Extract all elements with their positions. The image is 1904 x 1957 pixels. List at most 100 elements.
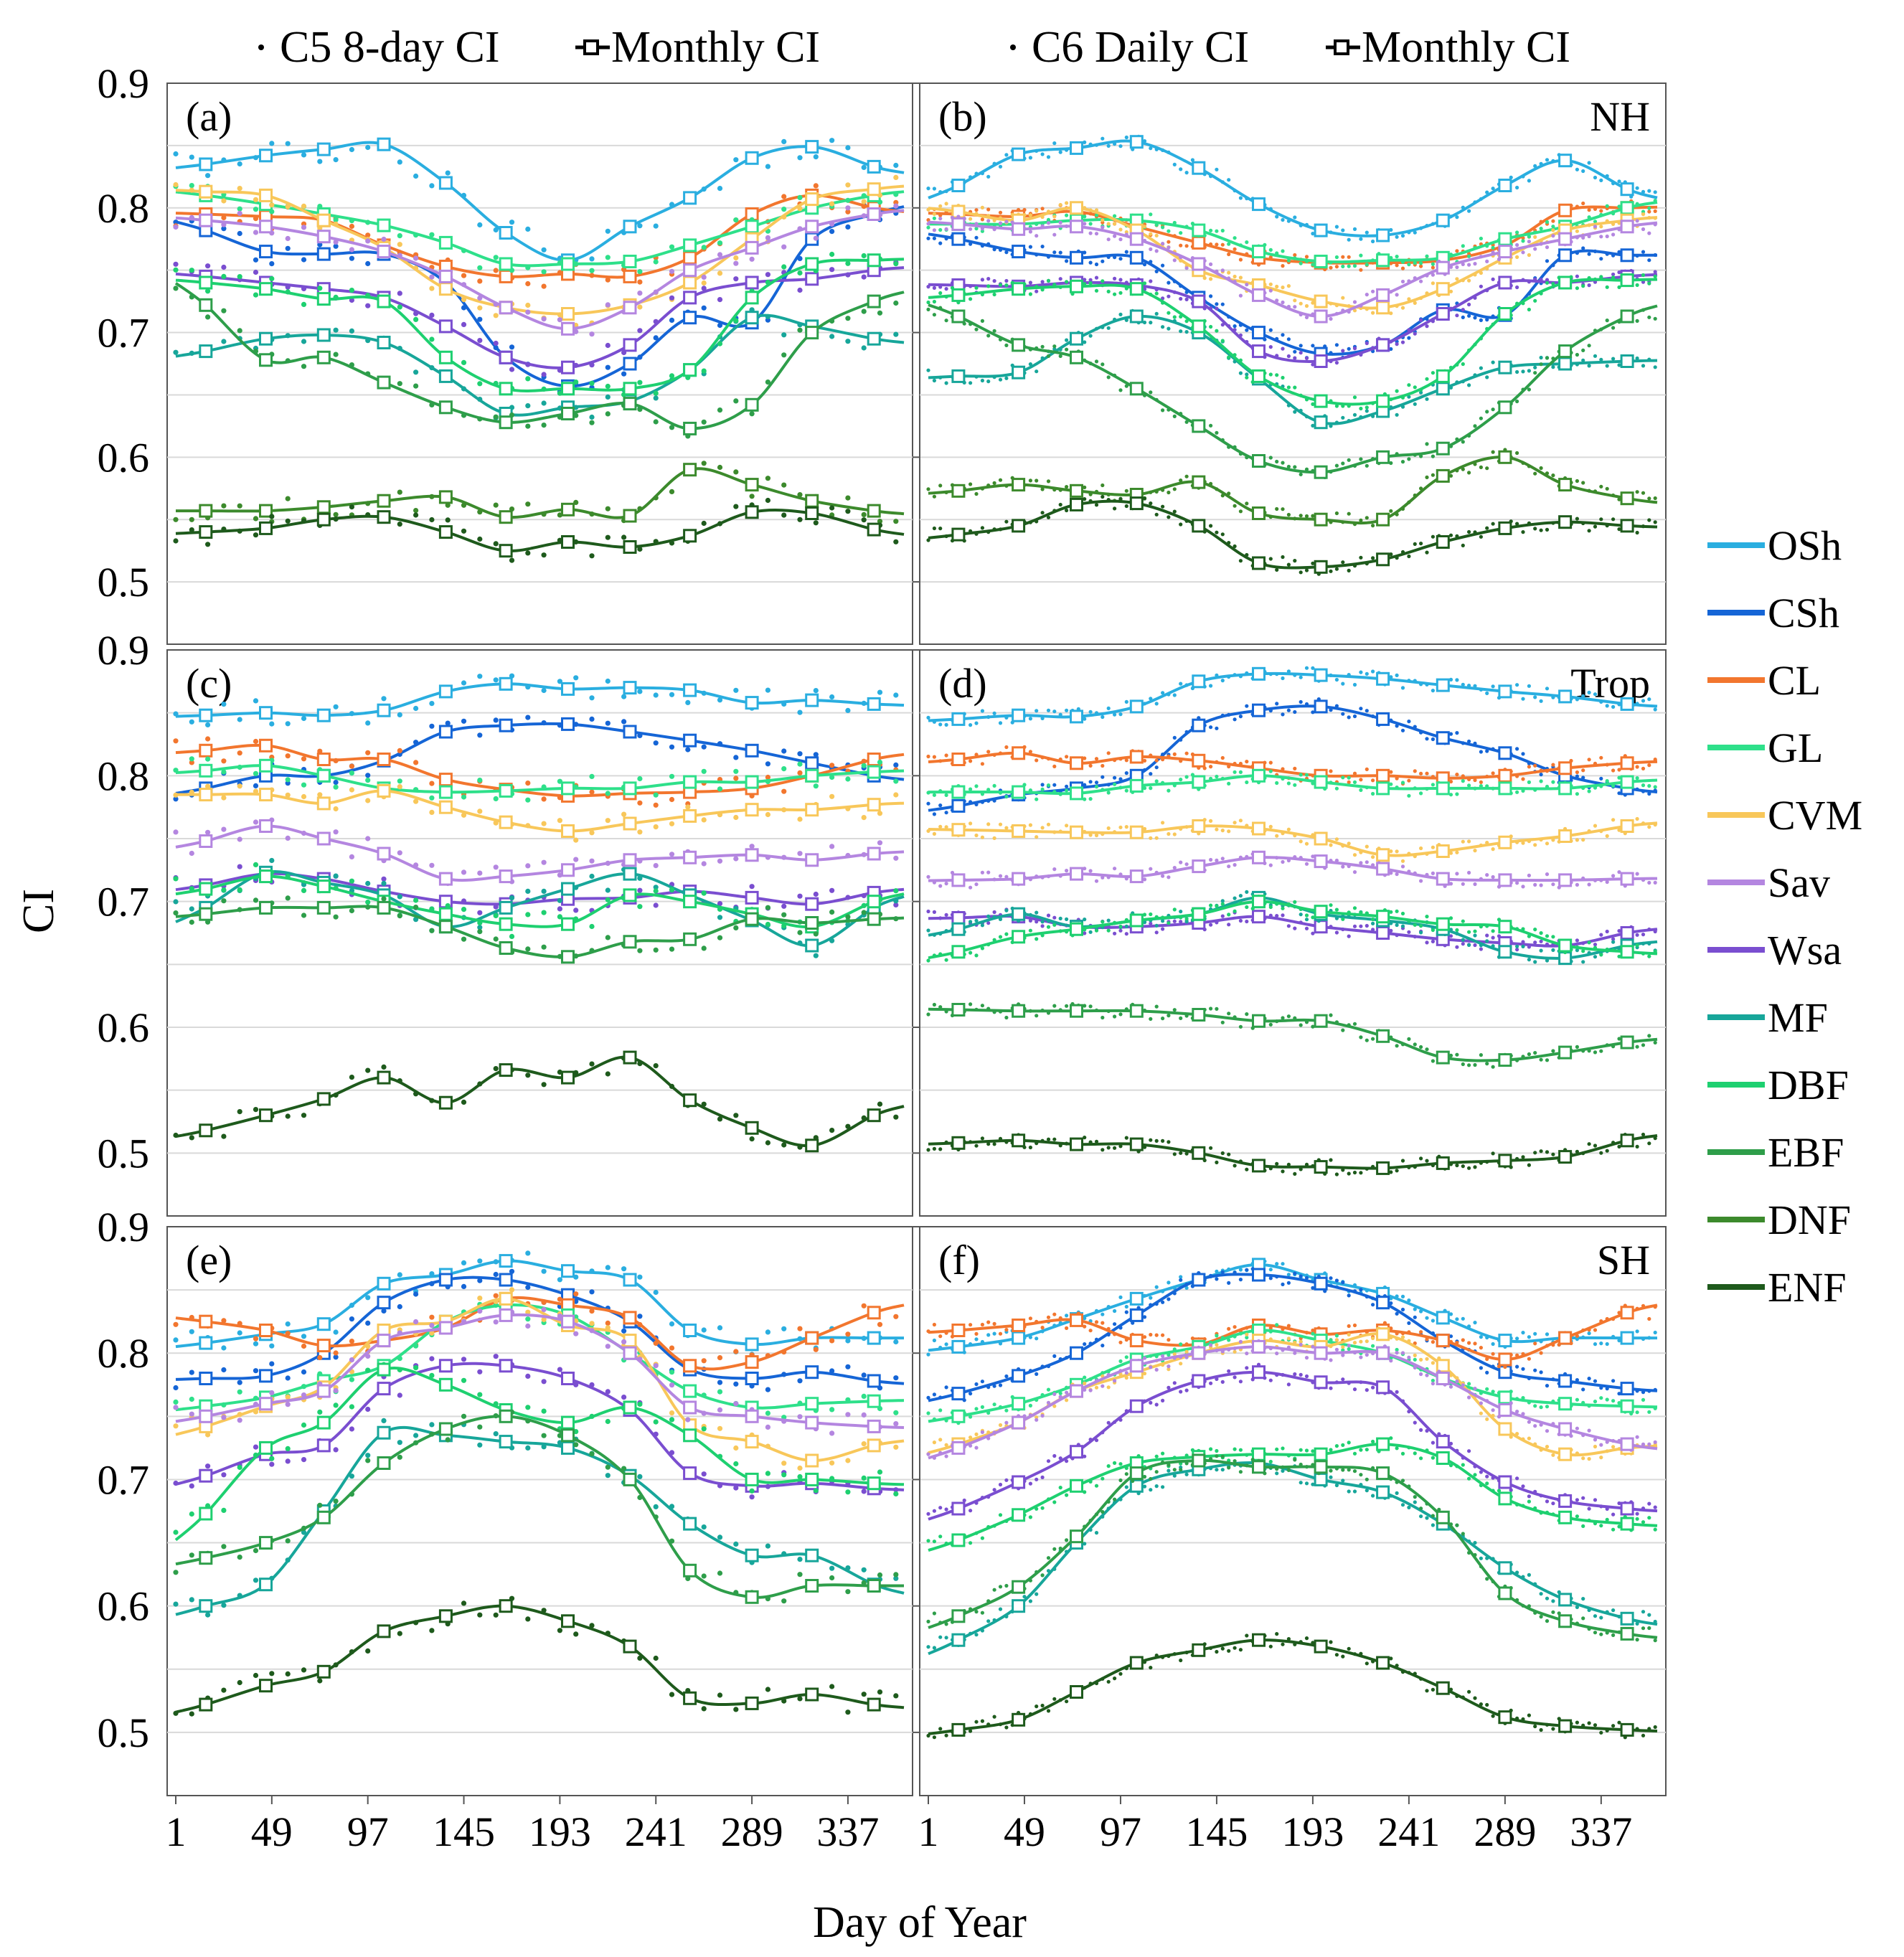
- data-point-Sav: [605, 302, 611, 308]
- data-point-CSh: [509, 344, 515, 350]
- data-point-DBF: [1425, 377, 1429, 381]
- data-point-GL: [701, 768, 707, 774]
- data-point-CVM: [861, 815, 867, 821]
- data-point-CL: [429, 1314, 435, 1320]
- data-point-GL: [653, 792, 659, 798]
- data-point-CVM: [1124, 825, 1128, 829]
- data-point-CL: [637, 800, 643, 806]
- data-point-Wsa: [493, 340, 499, 346]
- data-point-CVM: [1341, 296, 1345, 300]
- data-point-OSh: [621, 1266, 627, 1272]
- monthly-marker-Sav: [745, 1409, 759, 1423]
- data-point-CSh: [845, 224, 851, 230]
- data-point-DBF: [1407, 383, 1411, 387]
- data-point-OSh: [317, 159, 323, 164]
- data-point-DBF: [893, 888, 899, 894]
- data-point-Wsa: [1275, 914, 1279, 918]
- data-point-CSh: [813, 752, 819, 758]
- data-point-DNF: [1467, 471, 1471, 475]
- data-point-GL: [701, 245, 707, 250]
- data-point-ENF: [1485, 526, 1489, 530]
- data-point-Wsa: [365, 1406, 371, 1413]
- data-point-CVM: [557, 818, 563, 824]
- data-point-Wsa: [1046, 913, 1051, 918]
- data-point-Wsa: [349, 1426, 354, 1432]
- data-point-OSh: [1028, 717, 1032, 721]
- data-point-MF: [1473, 933, 1477, 938]
- data-point-MF: [1533, 365, 1537, 369]
- monthly-marker-DBF: [1558, 275, 1573, 290]
- data-point-MF: [1238, 894, 1243, 898]
- data-point-ENF: [1154, 1138, 1159, 1143]
- data-point-ENF: [1635, 1144, 1639, 1149]
- data-point-OSh: [1065, 708, 1069, 712]
- data-point-ENF: [1101, 1148, 1105, 1152]
- data-point-OSh: [1293, 215, 1297, 220]
- monthly-marker-DBF: [259, 869, 273, 884]
- data-point-CVM: [1413, 301, 1417, 305]
- data-point-Wsa: [1161, 927, 1165, 931]
- data-point-DBF: [173, 267, 179, 273]
- monthly-marker-EBF: [1070, 350, 1083, 364]
- data-point-CSh: [797, 1378, 803, 1384]
- data-point-Sav: [429, 1323, 435, 1329]
- data-point-CVM: [253, 788, 259, 794]
- data-point-MF: [1161, 325, 1165, 329]
- data-point-EBF: [1209, 423, 1213, 428]
- monthly-marker-OSh: [683, 1324, 697, 1337]
- data-point-DNF: [1539, 466, 1543, 471]
- data-point-Wsa: [461, 321, 467, 327]
- data-point-CVM: [980, 205, 984, 209]
- data-point-ENF: [781, 1142, 787, 1148]
- data-point-CVM: [1004, 826, 1009, 830]
- data-point-GL: [1551, 780, 1555, 784]
- data-point-CSh: [605, 364, 611, 370]
- data-point-EBF: [1172, 1008, 1177, 1012]
- data-point-CSh: [301, 1369, 307, 1375]
- monthly-marker-CL: [316, 1339, 331, 1353]
- data-point-CVM: [669, 821, 675, 826]
- data-point-ENF: [1113, 506, 1117, 511]
- data-point-Wsa: [992, 279, 996, 283]
- data-point-Sav: [1311, 854, 1315, 859]
- data-point-DBF: [926, 300, 930, 305]
- data-point-CVM: [605, 818, 611, 824]
- monthly-marker-ENF: [1129, 1137, 1144, 1151]
- data-point-CL: [1581, 201, 1585, 206]
- data-point-DBF: [1065, 280, 1069, 284]
- data-point-CL: [1587, 208, 1591, 212]
- data-point-CVM: [1593, 824, 1598, 828]
- monthly-marker-EBF: [438, 920, 453, 934]
- data-point-DNF: [1431, 473, 1435, 477]
- data-point-CSh: [1359, 707, 1363, 711]
- data-point-OSh: [1184, 171, 1189, 175]
- data-point-Sav: [1647, 231, 1651, 235]
- monthly-marker-Wsa: [316, 1438, 331, 1453]
- data-point-DBF: [525, 376, 531, 382]
- data-point-Sav: [969, 885, 973, 890]
- data-point-Sav: [1473, 262, 1477, 266]
- monthly-line-EBF: [928, 1007, 1658, 1062]
- data-point-Wsa: [1215, 306, 1219, 311]
- data-point-Wsa: [1611, 272, 1616, 277]
- data-point-Wsa: [1455, 313, 1459, 318]
- monthly-marker-Wsa: [683, 1466, 697, 1481]
- data-point-CVM: [1334, 837, 1339, 841]
- data-point-DBF: [1311, 915, 1315, 920]
- data-point-DBF: [1581, 949, 1585, 953]
- data-point-OSh: [1341, 228, 1345, 232]
- data-point-ENF: [1334, 567, 1339, 571]
- data-point-DNF: [938, 484, 943, 488]
- data-point-DBF: [1172, 907, 1177, 912]
- data-point-DNF: [969, 482, 973, 486]
- data-point-OSh: [765, 164, 770, 169]
- data-point-CSh: [1299, 344, 1303, 348]
- data-point-CL: [829, 763, 835, 768]
- data-point-DBF: [1359, 406, 1363, 411]
- data-point-CL: [493, 268, 499, 273]
- data-point-Wsa: [669, 295, 675, 301]
- data-point-Sav: [605, 1344, 611, 1349]
- data-point-OSh: [1154, 702, 1159, 706]
- data-point-GL: [1281, 249, 1285, 253]
- data-point-CSh: [285, 245, 291, 251]
